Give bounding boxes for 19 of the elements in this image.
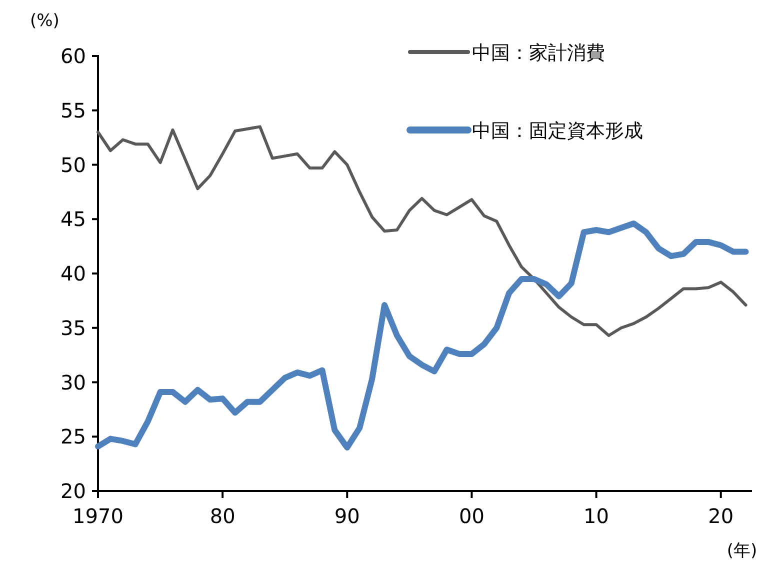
y-tick-label: 55 xyxy=(60,98,86,122)
y-tick-label: 20 xyxy=(60,479,86,503)
x-tick-label: 20 xyxy=(708,504,734,528)
x-tick-label: 10 xyxy=(584,504,610,528)
legend-label: 中国：家計消費 xyxy=(472,42,605,64)
y-tick-label: 30 xyxy=(60,370,86,394)
y-axis-title: (%) xyxy=(30,11,60,31)
x-axis-title: (年) xyxy=(726,541,758,561)
legend-label: 中国：固定資本形成 xyxy=(472,120,643,142)
y-tick-label: 35 xyxy=(60,316,86,340)
y-tick-label: 50 xyxy=(60,152,86,177)
y-tick-label: 25 xyxy=(60,424,86,449)
x-tick-label: 90 xyxy=(334,504,360,528)
x-tick-label: 80 xyxy=(210,504,236,528)
y-tick-label: 40 xyxy=(60,262,86,286)
y-tick-label: 60 xyxy=(60,44,86,68)
x-tick-label: 1970 xyxy=(72,504,124,528)
y-tick-label: 45 xyxy=(60,207,86,232)
x-tick-label: 00 xyxy=(458,504,484,528)
